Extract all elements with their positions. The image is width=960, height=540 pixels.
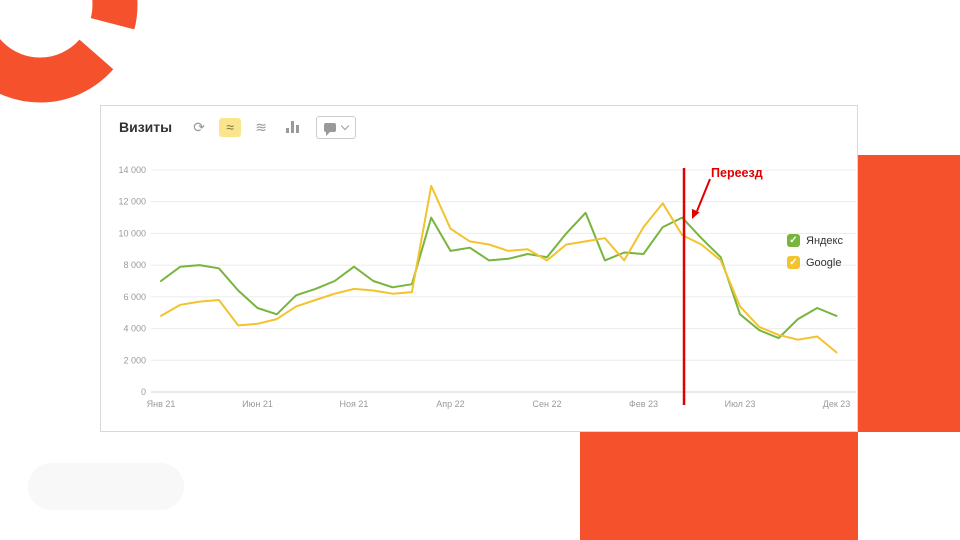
legend-item-yandex[interactable]: ✓ Яндекс	[787, 234, 843, 247]
decor-ring-shape	[0, 0, 138, 103]
annotation-arrow-shaft	[696, 178, 711, 212]
y-tick-label: 6 000	[123, 292, 146, 302]
x-tick-label: Фев 23	[629, 399, 658, 409]
x-tick-label: Сен 22	[533, 399, 562, 409]
y-tick-label: 0	[141, 387, 146, 397]
x-tick-label: Июл 23	[725, 399, 756, 409]
area-chart-icon: ≋	[255, 118, 267, 135]
panel-header: Визиты ⟳ ≈ ≋	[101, 106, 857, 148]
line-chart-icon: ≈	[226, 118, 234, 135]
refresh-button[interactable]: ⟳	[188, 118, 210, 137]
legend-label-google: Google	[806, 256, 842, 269]
y-tick-label: 12 000	[118, 197, 146, 207]
chart-toolbar: ⟳ ≈ ≋	[188, 115, 357, 139]
chart-legend: ✓ Яндекс ✓ Google	[787, 234, 843, 269]
google-checked-checkbox-icon[interactable]: ✓	[787, 256, 800, 269]
legend-item-google[interactable]: ✓ Google	[787, 256, 843, 269]
annotation-arrow-head-icon	[691, 208, 700, 219]
series-line-Google	[160, 184, 838, 354]
y-tick-label: 10 000	[118, 228, 146, 238]
area-chart-type-button[interactable]: ≋	[250, 118, 272, 137]
visits-line-chart[interactable]: 0 2 000 4 000 6 000 8 000 10 000 12 000 14 000 Я…	[101, 148, 857, 431]
yandex-checked-checkbox-icon[interactable]: ✓	[787, 234, 800, 247]
y-tick-label: 4 000	[123, 324, 146, 334]
x-tick-label: Ноя 21	[340, 399, 369, 409]
x-tick-label: Июн 21	[242, 399, 273, 409]
panel-title: Визиты	[119, 119, 173, 135]
x-tick-label: Янв 21	[147, 399, 176, 409]
decor-rect-bottom	[580, 431, 858, 540]
chevron-down-icon	[340, 121, 350, 131]
decor-rect-right	[857, 155, 960, 432]
chart-region: 0 2 000 4 000 6 000 8 000 10 000 12 000 14 000 Я…	[101, 148, 857, 431]
y-tick-label: 14 000	[118, 165, 146, 175]
annotation-label: Переезд	[711, 166, 763, 180]
x-tick-label: Дек 23	[823, 399, 851, 409]
decor-pill	[28, 463, 184, 510]
y-tick-label: 8 000	[123, 260, 146, 270]
series-line-Яндекс	[160, 211, 838, 340]
y-tick-label: 2 000	[123, 355, 146, 365]
line-chart-type-button[interactable]: ≈	[219, 117, 242, 137]
annotations-dropdown[interactable]	[316, 115, 357, 139]
legend-label-yandex: Яндекс	[806, 234, 843, 247]
bar-chart-type-button[interactable]	[281, 118, 303, 137]
comment-icon	[324, 122, 337, 136]
refresh-icon: ⟳	[193, 118, 205, 135]
bar-chart-icon	[285, 121, 299, 133]
decor-ring	[0, 0, 138, 103]
x-tick-label: Апр 22	[436, 399, 464, 409]
